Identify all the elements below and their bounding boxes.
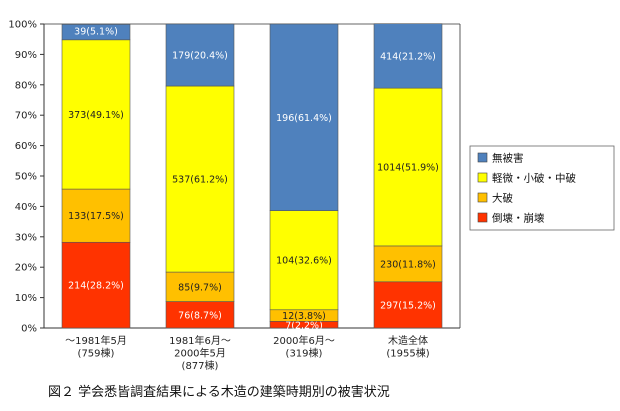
bar-segment [269, 210, 339, 311]
x-category-label: 木造全体 [388, 334, 428, 347]
x-category-count: (877棟) [182, 359, 219, 372]
y-tick-label: 30% [15, 232, 37, 243]
bar-segment [61, 241, 131, 329]
legend-box [469, 145, 615, 231]
x-category-count: (319棟) [286, 347, 323, 360]
bar-segment [373, 87, 443, 247]
x-category-label: 2000年5月 [174, 347, 226, 360]
x-category-label: 1981年6月～ [169, 334, 231, 347]
y-tick-label: 100% [8, 20, 37, 31]
y-tick-label: 60% [15, 141, 37, 152]
chart-caption: 図２ 学会悉皆調査結果による木造の建築時期別の被害状況 [48, 384, 390, 400]
bar-segment [165, 85, 235, 273]
bar-segment [165, 301, 235, 329]
data-label: 85(9.7%) [178, 282, 222, 293]
y-tick-label: 40% [15, 202, 37, 213]
bar-segment [269, 23, 339, 211]
data-label: 7(2.2%) [285, 320, 323, 331]
legend-label: 大破 [492, 192, 513, 205]
data-label: 12(3.8%) [282, 311, 326, 322]
data-label: 537(61.2%) [172, 175, 228, 186]
data-label: 214(28.2%) [68, 281, 124, 292]
y-tick-label: 10% [15, 293, 37, 304]
bar-segment [373, 245, 443, 283]
data-label: 104(32.6%) [276, 256, 332, 267]
x-category-count: (1955棟) [386, 347, 429, 360]
legend-label: 軽微・小破・中破 [492, 172, 576, 185]
x-category-label: 2000年6月～ [273, 334, 335, 347]
data-label: 39(5.1%) [74, 26, 118, 37]
legend-swatch [477, 152, 488, 163]
bar-segment [61, 188, 131, 243]
y-tick-label: 50% [15, 172, 37, 183]
bar-segment [61, 39, 131, 190]
data-label: 179(20.4%) [172, 51, 228, 62]
data-label: 373(49.1%) [68, 110, 124, 121]
x-category-label: ～1981年5月 [65, 334, 127, 347]
y-tick-label: 90% [15, 50, 37, 61]
legend-label: 無被害 [492, 152, 524, 165]
data-label: 297(15.2%) [380, 300, 436, 311]
y-tick-label: 80% [15, 80, 37, 91]
x-category-count: (759棟) [78, 347, 115, 360]
data-label: 76(8.7%) [178, 310, 222, 321]
legend-label: 倒壊・崩壊 [492, 212, 545, 225]
bar-segment [61, 24, 131, 41]
data-label: 133(17.5%) [68, 211, 124, 222]
legend-swatch [477, 172, 488, 183]
data-label: 230(11.8%) [380, 259, 436, 270]
data-label: 1014(51.9%) [377, 163, 439, 174]
bar-segment [373, 23, 443, 89]
legend-swatch [477, 212, 488, 223]
bar-segment [165, 271, 235, 302]
y-tick-label: 70% [15, 111, 37, 122]
bar-segment [165, 23, 235, 87]
y-tick-label: 0% [21, 324, 37, 335]
bar-segment [373, 281, 443, 329]
y-tick-label: 20% [15, 263, 37, 274]
data-label: 414(21.2%) [380, 51, 436, 62]
data-label: 196(61.4%) [276, 113, 332, 124]
legend-swatch [477, 192, 488, 203]
